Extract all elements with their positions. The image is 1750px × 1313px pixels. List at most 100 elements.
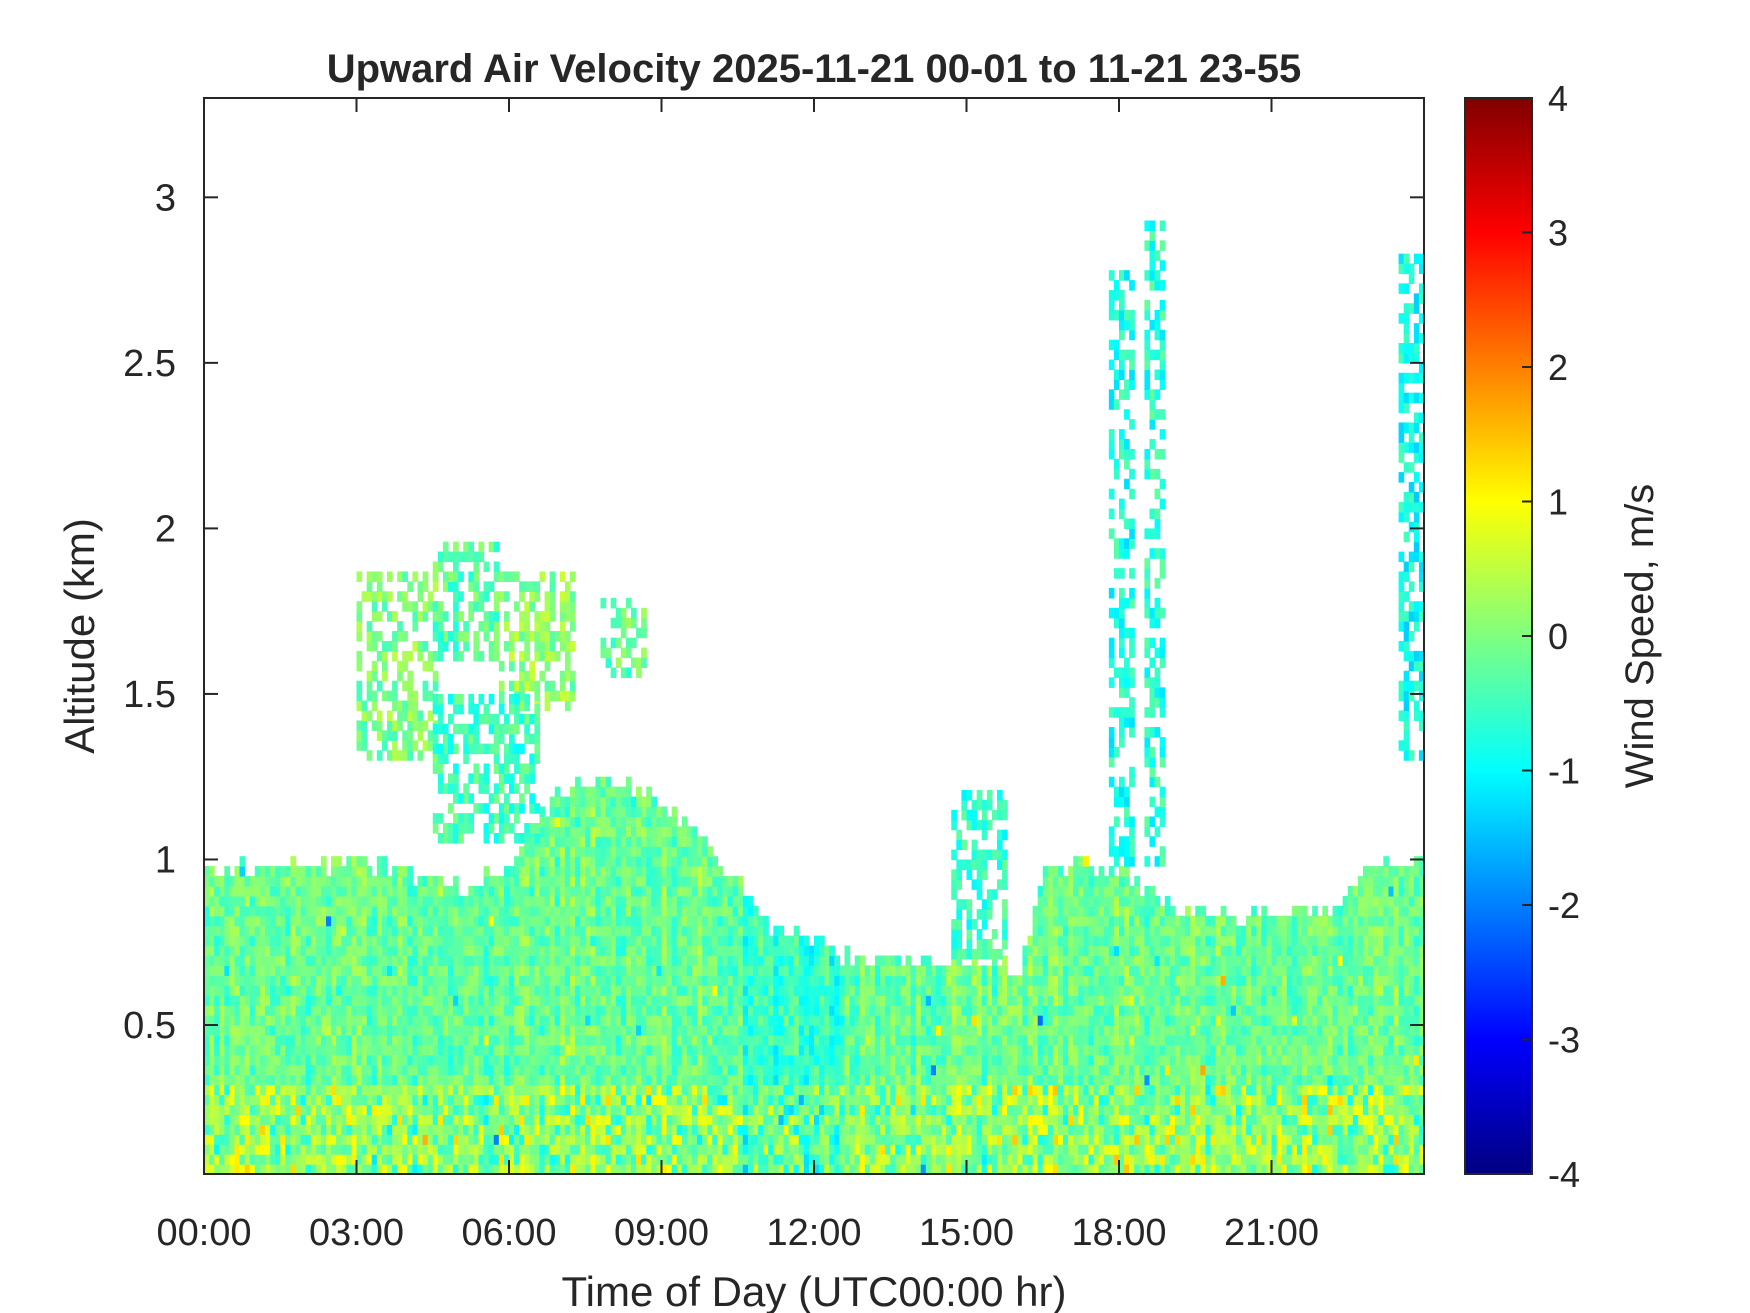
heatmap-cell bbox=[290, 1005, 297, 1016]
heatmap-cell bbox=[331, 1005, 337, 1016]
heatmap-cell bbox=[458, 955, 464, 967]
heatmap-cell bbox=[259, 1015, 266, 1026]
heatmap-cell bbox=[1017, 1044, 1024, 1056]
heatmap-cell bbox=[417, 1034, 424, 1046]
heatmap-cell bbox=[407, 885, 414, 897]
heatmap-cell bbox=[224, 876, 231, 887]
heatmap-cell bbox=[646, 935, 652, 947]
heatmap-cell bbox=[737, 955, 744, 967]
heatmap-cell bbox=[692, 836, 698, 847]
heatmap-cell bbox=[722, 1114, 729, 1125]
heatmap-cell bbox=[605, 876, 612, 887]
heatmap-cell bbox=[366, 1054, 373, 1066]
heatmap-cell bbox=[575, 846, 581, 857]
heatmap-cell bbox=[544, 965, 551, 976]
heatmap-cell bbox=[249, 925, 256, 937]
heatmap-cell bbox=[666, 1144, 673, 1155]
heatmap-cell bbox=[763, 1134, 769, 1145]
heatmap-cell bbox=[514, 1094, 520, 1106]
heatmap-cell bbox=[829, 1005, 835, 1016]
heatmap-cell bbox=[529, 1134, 536, 1145]
heatmap-cell bbox=[259, 1114, 266, 1125]
heatmap-cell bbox=[1017, 1005, 1024, 1016]
heatmap-cell bbox=[437, 1044, 444, 1056]
heatmap-cell bbox=[473, 1154, 480, 1165]
heatmap-cell bbox=[519, 925, 525, 937]
heatmap-cell bbox=[244, 1154, 251, 1165]
heatmap-cell bbox=[554, 866, 561, 877]
heatmap-cell bbox=[412, 915, 419, 927]
heatmap-cell bbox=[941, 1114, 947, 1125]
heatmap-cell bbox=[666, 826, 673, 837]
heatmap-cell bbox=[803, 995, 810, 1006]
heatmap-cell bbox=[849, 1134, 856, 1145]
heatmap-cell bbox=[895, 1074, 902, 1086]
heatmap-cell bbox=[631, 945, 637, 957]
heatmap-cell bbox=[793, 975, 800, 986]
heatmap-cell bbox=[712, 1044, 719, 1056]
heatmap-cell bbox=[503, 995, 510, 1006]
heatmap-cell bbox=[941, 985, 947, 996]
heatmap-cell bbox=[239, 856, 246, 867]
heatmap-cell bbox=[280, 975, 286, 986]
heatmap-cell bbox=[407, 1164, 414, 1174]
heatmap-cell bbox=[590, 1124, 597, 1135]
heatmap-cell bbox=[493, 955, 500, 967]
heatmap-cell bbox=[727, 1064, 734, 1076]
heatmap-cell bbox=[636, 975, 642, 986]
heatmap-cell bbox=[295, 1044, 302, 1056]
heatmap-cell bbox=[432, 935, 439, 947]
heatmap-cell bbox=[488, 876, 495, 887]
heatmap-cell bbox=[529, 876, 536, 887]
heatmap-cell bbox=[259, 1025, 266, 1036]
heatmap-cell bbox=[559, 1144, 566, 1155]
heatmap-cell bbox=[615, 935, 622, 947]
heatmap-cell bbox=[646, 1005, 652, 1016]
heatmap-cell bbox=[651, 866, 658, 877]
heatmap-cell bbox=[981, 985, 988, 996]
heatmap-cell bbox=[305, 1025, 312, 1036]
heatmap-cell bbox=[641, 955, 647, 967]
heatmap-cell bbox=[742, 1034, 749, 1046]
heatmap-cell bbox=[448, 995, 454, 1006]
heatmap-cell bbox=[361, 1005, 368, 1016]
heatmap-cell bbox=[590, 1144, 597, 1155]
heatmap-cell bbox=[636, 1104, 642, 1115]
heatmap-cell bbox=[961, 1064, 968, 1076]
heatmap-cell bbox=[885, 1154, 891, 1165]
heatmap-cell bbox=[763, 965, 769, 976]
heatmap-cell bbox=[356, 985, 363, 996]
heatmap-cell bbox=[869, 1124, 876, 1135]
heatmap-cell bbox=[1042, 905, 1049, 917]
heatmap-cell bbox=[778, 1015, 785, 1026]
heatmap-cell bbox=[376, 1025, 383, 1036]
heatmap-cell bbox=[747, 1064, 754, 1076]
heatmap-cell bbox=[697, 1005, 703, 1016]
heatmap-cell bbox=[722, 1015, 729, 1026]
heatmap-cell bbox=[448, 1084, 454, 1096]
heatmap-cell bbox=[610, 1064, 617, 1076]
heatmap-cell bbox=[620, 846, 627, 857]
heatmap-cell bbox=[453, 1094, 459, 1106]
heatmap-cell bbox=[1063, 1104, 1069, 1115]
heatmap-cell bbox=[925, 1104, 932, 1115]
heatmap-cell bbox=[946, 985, 952, 996]
heatmap-cell bbox=[829, 1074, 835, 1086]
heatmap-cell bbox=[524, 905, 530, 917]
heatmap-cell bbox=[549, 1074, 556, 1086]
heatmap-cell bbox=[936, 1084, 942, 1096]
heatmap-cell bbox=[849, 1025, 856, 1036]
heatmap-cell bbox=[681, 826, 688, 837]
heatmap-cell bbox=[585, 945, 591, 957]
heatmap-cell bbox=[209, 995, 215, 1006]
heatmap-cell bbox=[788, 1104, 795, 1115]
heatmap-cell bbox=[564, 1114, 571, 1125]
heatmap-cell bbox=[661, 876, 668, 887]
heatmap-cell bbox=[234, 1025, 241, 1036]
heatmap-cell bbox=[285, 1124, 292, 1135]
heatmap-cell bbox=[610, 856, 617, 867]
heatmap-cell bbox=[575, 995, 581, 1006]
heatmap-cell bbox=[265, 1154, 271, 1165]
heatmap-cell bbox=[351, 1044, 358, 1056]
heatmap-cell bbox=[204, 895, 210, 907]
